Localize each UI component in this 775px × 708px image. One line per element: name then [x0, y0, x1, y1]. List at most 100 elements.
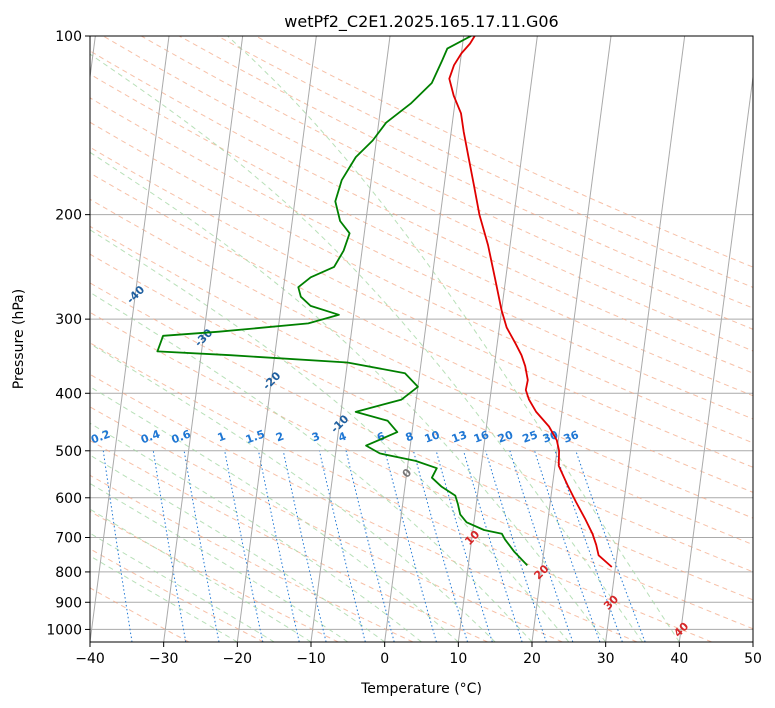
y-axis-label: Pressure (hPa) — [11, 289, 27, 389]
mixing-ratio-line — [183, 450, 220, 642]
mixing-ratio-line — [554, 450, 623, 642]
moist-adiabat-line — [227, 36, 680, 642]
chart-title: wetPf2_C2E1.2025.165.17.11.G06 — [284, 12, 558, 32]
moist-adiabat-line — [90, 343, 496, 642]
moist-adiabat-line — [90, 532, 275, 642]
isotherm-line — [384, 36, 465, 642]
dry-adiabat-line — [90, 50, 753, 374]
isotherm-label: -40 — [124, 283, 147, 306]
moist-adiabat-line — [90, 555, 238, 642]
moist-adiabat-line — [90, 151, 607, 642]
dry-adiabat-line — [90, 406, 563, 642]
temperature-line — [448, 36, 613, 568]
isotherm-label: -30 — [192, 326, 215, 349]
y-tick-label: 400 — [55, 386, 82, 402]
y-tick-label: 600 — [55, 491, 82, 507]
isotherm-label: 20 — [531, 562, 551, 582]
isotherm-label: -50 — [56, 240, 79, 263]
dry-adiabat-line — [90, 253, 753, 573]
dry-adiabat-line — [90, 548, 264, 642]
x-tick-label: 50 — [744, 651, 762, 667]
dry-adiabat-line — [90, 282, 753, 601]
x-tick-label: −10 — [296, 651, 326, 667]
mixing-ratio-label: 4 — [337, 429, 349, 444]
dry-adiabat-line — [90, 439, 488, 642]
dry-adiabat-line — [90, 311, 753, 630]
mixing-ratio-label: 1 — [216, 430, 228, 445]
moist-adiabat-line — [90, 229, 570, 642]
mixing-ratio-label: 0.4 — [139, 427, 162, 446]
isotherm-label: 30 — [601, 592, 621, 612]
mixing-ratio-label: 16 — [472, 428, 491, 446]
mixing-ratio-label: 8 — [404, 430, 416, 445]
y-tick-label: 800 — [55, 565, 82, 581]
mixing-ratio-line — [463, 450, 523, 642]
isotherm-line — [236, 36, 317, 642]
x-axis-label: Temperature (°C) — [360, 681, 482, 697]
y-tick-label: 300 — [55, 312, 82, 328]
mixing-ratio-line — [224, 450, 264, 642]
x-tick-label: −30 — [149, 651, 179, 667]
isotherm-line — [752, 638, 753, 642]
moist-adiabat-line — [90, 53, 643, 642]
x-tick-label: 40 — [670, 651, 688, 667]
dry-adiabat-line — [255, 36, 753, 268]
dry-adiabat-line — [217, 36, 753, 288]
mixing-ratio-label: 20 — [496, 428, 515, 446]
isotherm-label: -60 — [0, 197, 11, 220]
isotherm-line — [605, 36, 686, 642]
mixing-ratio-line — [534, 450, 601, 642]
y-tick-label: 100 — [55, 29, 82, 45]
x-tick-label: 0 — [380, 651, 389, 667]
dry-adiabat-line — [90, 146, 753, 468]
mixing-ratio-label: 3 — [310, 430, 322, 445]
moist-adiabat-line — [90, 386, 459, 642]
x-tick-label: −40 — [75, 651, 105, 667]
mixing-ratio-line — [102, 450, 133, 642]
mixing-ratio-line — [319, 450, 366, 642]
isotherm-line — [90, 36, 96, 81]
isotherm-line — [678, 73, 753, 642]
dry-adiabat-line — [90, 373, 638, 642]
mixing-ratio-line — [384, 450, 437, 642]
x-tick-label: 10 — [449, 651, 467, 667]
moist-adiabat-line — [90, 508, 312, 642]
mixing-ratio-label: 13 — [450, 428, 469, 445]
mixing-ratio-label: 25 — [521, 428, 540, 445]
dry-adiabat-line — [90, 172, 753, 493]
mixing-ratio-line — [575, 450, 646, 642]
y-tick-label: 500 — [55, 444, 82, 460]
dry-adiabat-line — [90, 225, 753, 546]
mixing-ratio-line — [413, 450, 468, 642]
moist-adiabat-line — [90, 454, 385, 642]
x-tick-label: −20 — [223, 651, 253, 667]
moist-adiabat-line — [90, 482, 349, 642]
mixing-ratio-line — [258, 450, 300, 642]
y-tick-label: 700 — [55, 531, 82, 547]
isotherm-label: 40 — [671, 620, 691, 640]
mixing-ratio-line — [485, 450, 547, 642]
mixing-ratio-label: 10 — [423, 428, 442, 446]
isotherm-label: 10 — [462, 528, 482, 548]
isotherm-line — [457, 36, 538, 642]
x-tick-label: 30 — [597, 651, 615, 667]
x-tick-label: 20 — [523, 651, 541, 667]
dry-adiabat-line — [179, 36, 753, 309]
mixing-ratio-line — [282, 450, 327, 642]
mixing-ratio-label: 6 — [375, 429, 387, 444]
mixing-ratio-label: 0.2 — [89, 428, 112, 447]
mixing-ratio-label: 0.6 — [170, 427, 193, 446]
dry-adiabat-line — [90, 97, 753, 420]
y-tick-label: 1000 — [46, 622, 82, 638]
dry-adiabat-line — [102, 36, 753, 352]
plot-frame — [89, 35, 754, 643]
isotherm-line — [163, 36, 244, 642]
dry-adiabat-line — [90, 121, 753, 444]
y-tick-label: 900 — [55, 595, 82, 611]
isotherm-line — [90, 36, 170, 642]
dry-adiabat-line — [90, 342, 712, 642]
isotherm-line — [531, 36, 612, 642]
mixing-ratio-label: 30 — [541, 428, 560, 446]
dry-adiabat-line — [90, 73, 753, 397]
